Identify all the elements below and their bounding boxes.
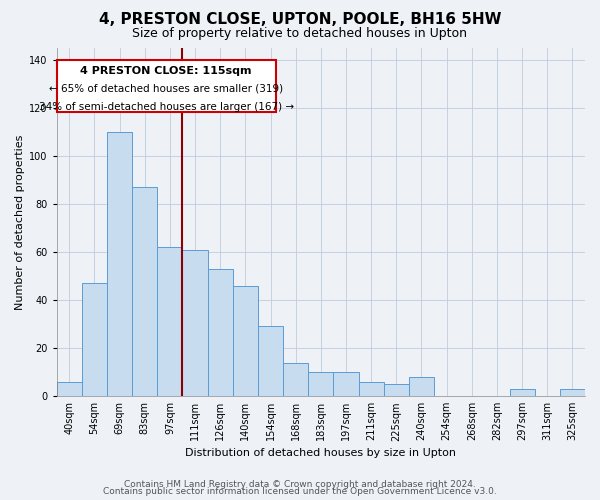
Bar	[208, 268, 233, 396]
Bar	[308, 372, 334, 396]
Bar	[359, 382, 384, 396]
Text: 4, PRESTON CLOSE, UPTON, POOLE, BH16 5HW: 4, PRESTON CLOSE, UPTON, POOLE, BH16 5HW	[99, 12, 501, 28]
Text: 34% of semi-detached houses are larger (167) →: 34% of semi-detached houses are larger (…	[38, 102, 293, 112]
Bar	[384, 384, 409, 396]
X-axis label: Distribution of detached houses by size in Upton: Distribution of detached houses by size …	[185, 448, 457, 458]
Text: 4 PRESTON CLOSE: 115sqm: 4 PRESTON CLOSE: 115sqm	[80, 66, 252, 76]
Bar	[132, 187, 157, 396]
Text: Size of property relative to detached houses in Upton: Size of property relative to detached ho…	[133, 28, 467, 40]
Text: Contains public sector information licensed under the Open Government Licence v3: Contains public sector information licen…	[103, 487, 497, 496]
Bar	[182, 250, 208, 396]
Bar	[509, 389, 535, 396]
Bar	[56, 382, 82, 396]
Bar	[258, 326, 283, 396]
Y-axis label: Number of detached properties: Number of detached properties	[15, 134, 25, 310]
Bar	[334, 372, 359, 396]
Bar	[82, 283, 107, 396]
Bar	[107, 132, 132, 396]
Bar	[283, 362, 308, 396]
Bar	[157, 247, 182, 396]
Text: Contains HM Land Registry data © Crown copyright and database right 2024.: Contains HM Land Registry data © Crown c…	[124, 480, 476, 489]
Bar	[409, 377, 434, 396]
FancyBboxPatch shape	[56, 60, 275, 112]
Text: ← 65% of detached houses are smaller (319): ← 65% of detached houses are smaller (31…	[49, 84, 283, 94]
Bar	[233, 286, 258, 396]
Bar	[560, 389, 585, 396]
